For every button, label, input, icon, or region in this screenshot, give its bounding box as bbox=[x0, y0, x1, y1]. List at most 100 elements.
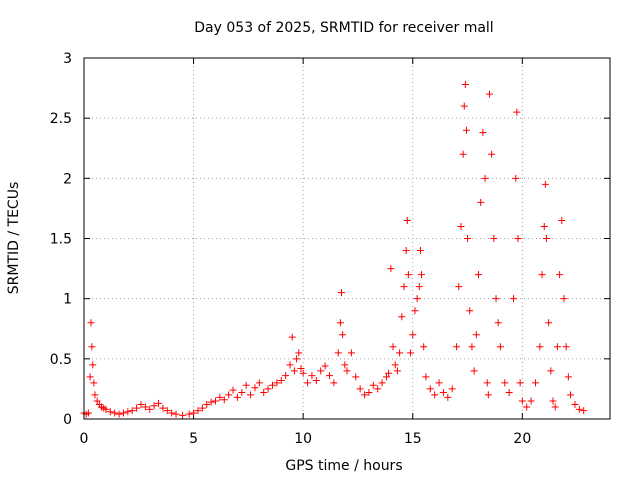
x-tick-label: 20 bbox=[513, 431, 531, 447]
data-point bbox=[518, 397, 526, 405]
data-point bbox=[111, 409, 119, 417]
data-point bbox=[483, 379, 491, 387]
data-point bbox=[470, 367, 478, 375]
data-point bbox=[545, 319, 553, 327]
data-point bbox=[431, 391, 439, 399]
data-point bbox=[510, 295, 518, 303]
data-point bbox=[163, 407, 171, 415]
data-point bbox=[238, 389, 246, 397]
data-point bbox=[293, 355, 301, 363]
x-tick-label: 0 bbox=[80, 431, 89, 447]
data-point bbox=[580, 407, 588, 415]
data-point bbox=[531, 379, 539, 387]
data-point bbox=[290, 367, 298, 375]
data-point bbox=[562, 343, 570, 351]
data-point bbox=[330, 379, 338, 387]
data-point bbox=[549, 397, 557, 405]
y-tick-label: 2 bbox=[63, 171, 72, 187]
data-point bbox=[416, 247, 424, 255]
y-tick-label: 3 bbox=[63, 51, 72, 67]
chart-title: Day 053 of 2025, SRMTID for receiver mal… bbox=[194, 20, 493, 36]
data-point bbox=[242, 381, 250, 389]
data-point bbox=[448, 385, 456, 393]
data-point bbox=[523, 403, 531, 411]
data-point bbox=[89, 361, 97, 369]
data-point bbox=[457, 222, 465, 230]
data-point bbox=[505, 389, 513, 397]
data-point bbox=[501, 379, 509, 387]
data-point bbox=[247, 391, 255, 399]
data-point bbox=[455, 283, 463, 291]
data-point bbox=[571, 401, 579, 409]
data-point bbox=[273, 379, 281, 387]
data-point bbox=[514, 235, 522, 242]
data-point bbox=[536, 343, 544, 351]
data-point bbox=[260, 389, 268, 397]
data-point bbox=[391, 361, 399, 369]
data-point bbox=[159, 404, 167, 412]
data-point bbox=[385, 369, 393, 377]
data-point bbox=[106, 408, 114, 416]
data-point bbox=[389, 343, 397, 351]
data-point bbox=[172, 410, 180, 418]
y-axis-label: SRMTID / TECUs bbox=[6, 182, 22, 295]
data-point bbox=[365, 389, 373, 397]
data-point bbox=[407, 349, 415, 357]
data-point bbox=[396, 349, 404, 357]
data-point bbox=[216, 393, 224, 401]
data-point bbox=[128, 407, 136, 415]
data-point bbox=[538, 271, 546, 279]
data-point bbox=[496, 343, 504, 351]
data-point bbox=[402, 247, 410, 255]
data-point bbox=[356, 385, 364, 393]
data-point bbox=[551, 403, 559, 411]
data-point bbox=[229, 386, 237, 394]
data-point bbox=[88, 343, 96, 351]
data-point bbox=[295, 349, 303, 357]
data-point bbox=[512, 174, 520, 182]
data-point bbox=[413, 295, 421, 303]
data-point bbox=[84, 409, 92, 417]
data-point bbox=[207, 398, 215, 406]
data-point bbox=[339, 331, 347, 339]
data-point bbox=[435, 379, 443, 387]
data-point bbox=[547, 367, 555, 375]
data-point bbox=[398, 313, 406, 321]
data-point bbox=[387, 265, 395, 273]
x-tick-label: 15 bbox=[404, 431, 422, 447]
data-point bbox=[426, 385, 434, 393]
data-point bbox=[194, 407, 202, 415]
data-point bbox=[341, 361, 349, 369]
data-point bbox=[312, 376, 320, 384]
data-point bbox=[299, 369, 307, 377]
data-point bbox=[477, 198, 485, 206]
y-tick-label: 2.5 bbox=[50, 111, 72, 127]
data-point bbox=[513, 108, 521, 116]
data-point bbox=[418, 271, 426, 279]
data-point bbox=[459, 150, 467, 158]
data-point bbox=[393, 367, 401, 375]
data-point bbox=[420, 343, 428, 351]
data-point bbox=[185, 410, 193, 418]
data-point bbox=[415, 283, 423, 291]
data-point bbox=[352, 373, 360, 381]
data-point bbox=[466, 307, 474, 315]
data-point bbox=[277, 376, 285, 384]
data-point bbox=[86, 373, 94, 381]
data-point bbox=[404, 271, 412, 279]
data-point bbox=[422, 373, 430, 381]
data-point bbox=[124, 408, 132, 416]
data-point bbox=[297, 364, 305, 372]
data-point bbox=[91, 391, 99, 399]
data-point bbox=[87, 319, 95, 327]
data-point bbox=[155, 399, 163, 407]
data-point bbox=[403, 216, 411, 224]
data-point bbox=[338, 289, 346, 297]
data-point bbox=[541, 180, 549, 188]
data-point bbox=[400, 283, 408, 291]
data-point bbox=[133, 404, 141, 412]
data-point bbox=[212, 397, 219, 405]
data-point bbox=[475, 271, 482, 279]
data-point bbox=[251, 384, 259, 392]
